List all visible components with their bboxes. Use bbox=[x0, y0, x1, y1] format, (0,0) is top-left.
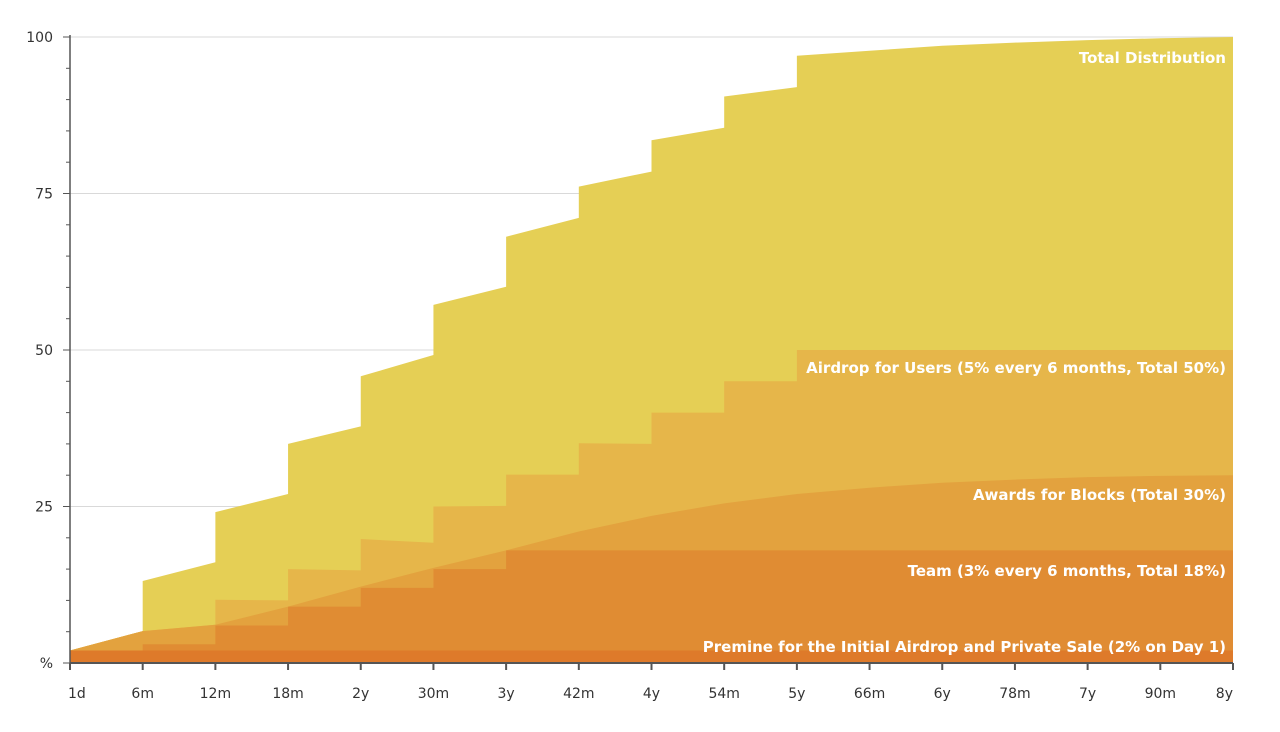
y-tick-label: 100 bbox=[26, 30, 53, 46]
x-tick-label: 18m bbox=[272, 686, 303, 702]
x-tick-label: 90m bbox=[1145, 686, 1176, 702]
x-tick-label: 5y bbox=[788, 686, 805, 702]
x-tick-label: 30m bbox=[418, 686, 449, 702]
y-tick-label: 50 bbox=[35, 343, 53, 359]
x-tick-label: 1d bbox=[68, 686, 86, 702]
series-areas bbox=[70, 37, 1233, 663]
area-series-5 bbox=[70, 650, 1233, 663]
x-tick-label: 42m bbox=[563, 686, 594, 702]
x-tick-label: 54m bbox=[708, 686, 739, 702]
series-label-4: Team (3% every 6 months, Total 18%) bbox=[908, 562, 1226, 580]
x-tick-label: 78m bbox=[999, 686, 1030, 702]
area-series-4 bbox=[70, 550, 1233, 663]
x-tick-label: 2y bbox=[352, 686, 369, 702]
x-tick-label: 66m bbox=[854, 686, 885, 702]
series-label-3: Awards for Blocks (Total 30%) bbox=[973, 486, 1226, 504]
axes: % 25 50 75 100 1d 6m 12m 18m 2y 30m 3y 42m 4y 54m 5y 66m… bbox=[26, 30, 1234, 702]
x-tick-label: 6m bbox=[131, 686, 154, 702]
series-label-5: Premine for the Initial Airdrop and Priv… bbox=[703, 638, 1226, 656]
x-tick-label: 8y bbox=[1216, 686, 1233, 702]
y-tick-label: % bbox=[40, 656, 53, 672]
x-tick-label: 7y bbox=[1079, 686, 1096, 702]
series-label-2: Airdrop for Users (5% every 6 months, To… bbox=[806, 359, 1226, 377]
x-tick-label: 6y bbox=[934, 686, 951, 702]
y-tick-label: 25 bbox=[35, 500, 53, 516]
series-labels: Total Distribution Airdrop for Users (5% … bbox=[703, 49, 1226, 656]
series-label-1: Total Distribution bbox=[1079, 49, 1226, 67]
x-tick-label: 4y bbox=[643, 686, 660, 702]
x-tick-label: 12m bbox=[200, 686, 231, 702]
y-tick-label: 75 bbox=[35, 187, 53, 203]
x-tick-label: 3y bbox=[498, 686, 515, 702]
